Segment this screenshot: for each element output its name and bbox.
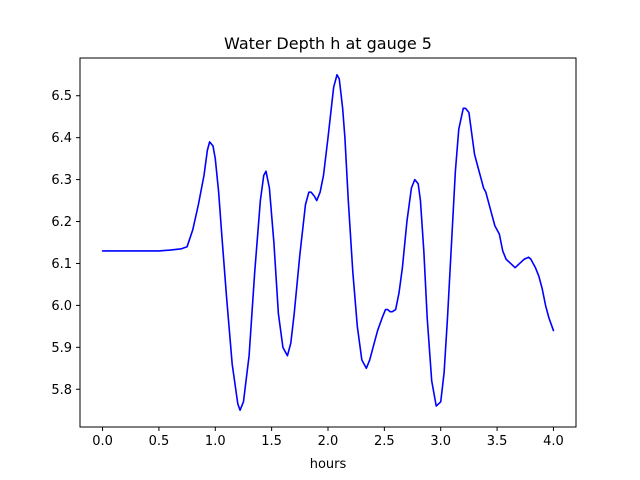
x-axis-label: hours <box>310 457 347 472</box>
y-axis: 5.8 5.9 6.0 6.1 6.2 6.3 6.4 6.5 <box>51 89 80 398</box>
series-line-0 <box>101 73 555 412</box>
x-tick-label: 2.5 <box>374 434 395 449</box>
plot-area <box>101 73 555 412</box>
y-tick-label: 5.9 <box>51 341 72 356</box>
y-tick-label: 6.2 <box>51 215 72 230</box>
x-tick-label: 1.0 <box>205 434 226 449</box>
y-tick-label: 6.3 <box>51 173 72 188</box>
x-tick-label: 3.5 <box>487 434 508 449</box>
x-tick-label: 4.0 <box>543 434 564 449</box>
x-tick-label: 2.0 <box>318 434 339 449</box>
x-tick-label: 0.0 <box>92 434 113 449</box>
y-tick-label: 6.0 <box>51 299 72 314</box>
plot-frame <box>79 57 577 428</box>
x-tick-label: 3.0 <box>430 434 451 449</box>
x-tick-label: 0.5 <box>149 434 170 449</box>
x-tick-label: 1.5 <box>261 434 282 449</box>
chart-title: Water Depth h at gauge 5 <box>224 34 432 53</box>
y-tick-label: 6.4 <box>51 131 72 146</box>
x-axis: 0.0 0.5 1.0 1.5 2.0 2.5 3.0 3.5 4.0 <box>92 427 564 449</box>
y-tick-label: 6.5 <box>51 89 72 104</box>
y-tick-label: 6.1 <box>51 257 72 272</box>
y-tick-label: 5.8 <box>51 383 72 398</box>
